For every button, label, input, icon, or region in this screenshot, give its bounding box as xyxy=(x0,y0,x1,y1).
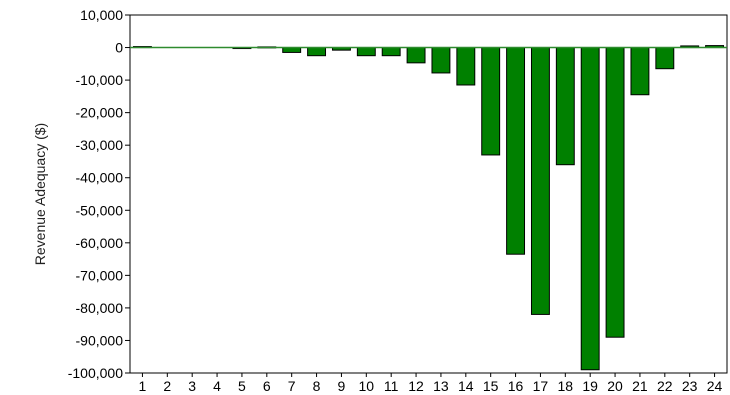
x-tick-label: 24 xyxy=(707,378,723,394)
y-tick-label: -70,000 xyxy=(76,267,124,283)
x-tick-label: 18 xyxy=(558,378,574,394)
bar-10 xyxy=(356,47,376,57)
x-tick-label: 17 xyxy=(533,378,549,394)
x-tick-label: 12 xyxy=(408,378,424,394)
y-tick-label: -20,000 xyxy=(76,105,124,121)
bar-21 xyxy=(630,47,650,96)
y-axis: 10,000 0 -10,000 -20,000 -30,000 -40,000 -50,0… xyxy=(68,7,130,381)
y-tick-label: 10,000 xyxy=(80,7,123,23)
x-tick-label: 22 xyxy=(657,378,673,394)
x-tick-label: 20 xyxy=(607,378,623,394)
plot-area xyxy=(129,14,728,374)
y-tick-label: -90,000 xyxy=(76,332,124,348)
y-tick-label: -30,000 xyxy=(76,137,124,153)
y-tick-label: -80,000 xyxy=(76,300,124,316)
x-tick-label: 23 xyxy=(682,378,698,394)
bar-18 xyxy=(555,47,575,166)
bar-13 xyxy=(431,47,451,74)
y-tick-label: -100,000 xyxy=(68,365,123,381)
x-tick-label: 7 xyxy=(288,378,296,394)
bar-17 xyxy=(530,47,550,315)
x-tick-label: 16 xyxy=(508,378,524,394)
x-tick-label: 9 xyxy=(338,378,346,394)
x-tick-label: 10 xyxy=(359,378,375,394)
y-tick-label: -40,000 xyxy=(76,170,124,186)
x-tick-label: 13 xyxy=(433,378,449,394)
bar-11 xyxy=(381,47,401,57)
x-tick-label: 3 xyxy=(188,378,196,394)
x-tick-label: 6 xyxy=(263,378,271,394)
y-tick-label: 0 xyxy=(115,40,123,56)
x-tick-label: 15 xyxy=(483,378,499,394)
bar-16 xyxy=(506,47,526,255)
y-tick-label: -60,000 xyxy=(76,235,124,251)
x-tick-label: 4 xyxy=(213,378,221,394)
bar-20 xyxy=(605,47,625,338)
y-axis-title: Revenue Adequacy ($) xyxy=(32,123,48,265)
bar-14 xyxy=(456,47,476,86)
y-tick-label: -50,000 xyxy=(76,202,124,218)
x-tick-label: 21 xyxy=(632,378,648,394)
x-tick-label: 14 xyxy=(458,378,474,394)
x-tick-label: 8 xyxy=(313,378,321,394)
x-tick-label: 1 xyxy=(139,378,147,394)
bar-15 xyxy=(481,47,501,156)
x-axis: 1 2 3 4 5 6 7 8 9 10 11 12 13 14 15 16 17 18 19 20 21 22 23 24 xyxy=(139,373,723,394)
bar-19 xyxy=(580,47,600,371)
x-tick-label: 19 xyxy=(582,378,598,394)
y-tick-label: -10,000 xyxy=(76,72,124,88)
x-tick-label: 5 xyxy=(238,378,246,394)
bar-22 xyxy=(655,47,675,70)
bar-8 xyxy=(307,47,327,57)
bar-12 xyxy=(406,47,426,64)
x-tick-label: 2 xyxy=(163,378,171,394)
bars-group xyxy=(132,45,725,371)
x-tick-label: 11 xyxy=(384,378,399,394)
